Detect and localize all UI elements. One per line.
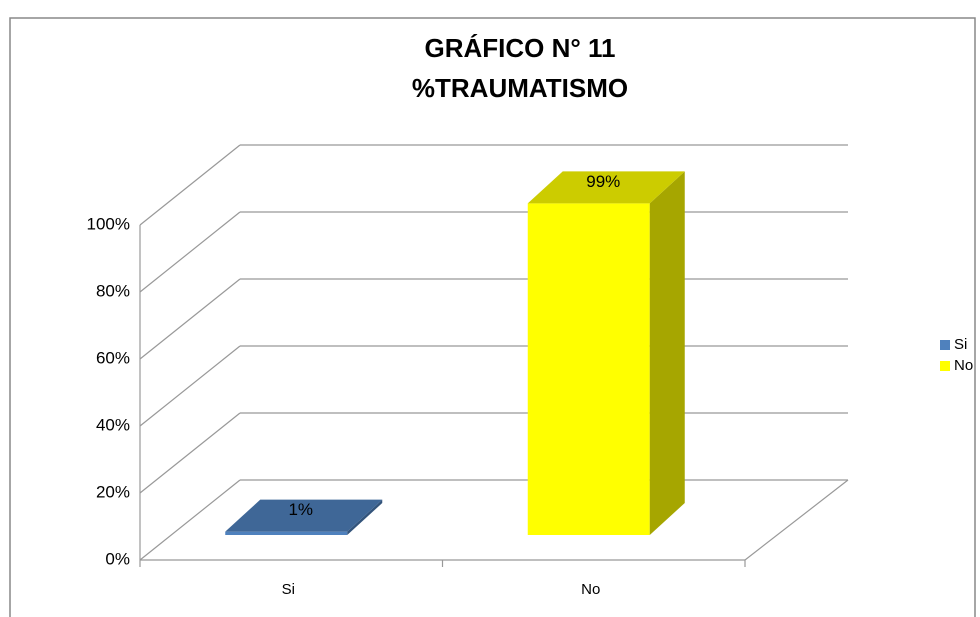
data-label: 99% — [586, 172, 620, 191]
y-tick-label: 40% — [96, 415, 130, 434]
x-tick-label: Si — [282, 581, 295, 598]
y-tick-label: 80% — [96, 281, 130, 300]
legend-label: Si — [954, 336, 967, 353]
side-grid-line — [139, 278, 241, 360]
chart-title: GRÁFICO N° 11 — [425, 33, 616, 63]
bar-top — [225, 499, 383, 532]
legend-label: No — [954, 357, 973, 374]
side-grid-line — [139, 144, 241, 226]
y-tick-label: 60% — [96, 348, 130, 367]
bar-front — [225, 531, 348, 535]
legend-swatch — [940, 361, 950, 371]
side-grid-line — [139, 345, 241, 427]
chart-border — [9, 17, 976, 617]
bar-front — [527, 203, 650, 535]
floor-right — [744, 479, 849, 561]
y-tick-label: 0% — [105, 549, 130, 568]
y-tick-label: 100% — [87, 214, 130, 233]
bar-side — [347, 499, 383, 535]
side-grid-line — [139, 211, 241, 293]
bar-top — [527, 171, 685, 204]
side-grid-line — [139, 479, 241, 561]
side-grid-line — [139, 412, 241, 494]
x-tick-label: No — [581, 581, 600, 598]
chart-subtitle: %TRAUMATISMO — [412, 73, 628, 103]
bar-side — [649, 171, 685, 535]
y-tick-label: 20% — [96, 482, 130, 501]
legend-swatch — [940, 340, 950, 350]
data-label: 1% — [288, 500, 313, 519]
